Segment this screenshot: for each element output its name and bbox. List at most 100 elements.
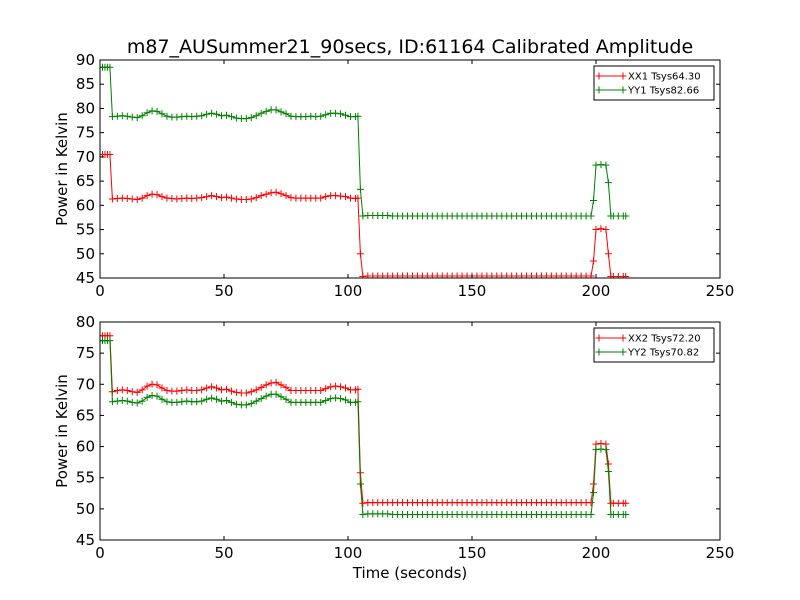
legend: XX2 Tsys72.20 YY2 Tsys70.82	[593, 327, 715, 363]
data-point	[354, 194, 362, 202]
legend-label: YY2 Tsys70.82	[627, 348, 699, 359]
data-point	[213, 384, 221, 392]
data-point	[148, 380, 156, 388]
x-tick-label: 200	[582, 282, 611, 300]
y-tick-label: 55	[76, 469, 95, 487]
data-point	[242, 389, 250, 397]
data-point	[148, 391, 156, 399]
data-point	[282, 192, 290, 200]
data-point	[123, 387, 131, 395]
x-tick-label: 250	[706, 544, 735, 562]
data-point	[153, 107, 161, 115]
x-tick-label: 150	[458, 282, 487, 300]
data-point	[604, 179, 612, 187]
data-point	[163, 112, 171, 120]
data-point	[106, 337, 114, 345]
data-point	[128, 388, 136, 396]
data-point	[354, 398, 362, 406]
data-point	[133, 399, 141, 407]
data-point	[272, 106, 280, 114]
y-tick-label: 60	[76, 196, 95, 214]
x-axis-label: Time (seconds)	[352, 564, 468, 582]
data-point	[213, 110, 221, 118]
y-tick-label: 45	[76, 531, 95, 549]
bottom-panel: 0 50 100 150 200 250 45 50 55 60 65 70 75 80 Power in …	[53, 313, 734, 562]
legend-entry: YY2 Tsys70.82	[595, 348, 699, 359]
data-point	[356, 185, 364, 193]
data-point	[227, 194, 235, 202]
data-point	[252, 112, 260, 120]
data-point	[203, 193, 211, 201]
data-point	[242, 115, 250, 123]
data-point	[232, 400, 240, 408]
data-point	[327, 395, 335, 403]
data-point	[590, 196, 598, 204]
data-point	[247, 114, 255, 122]
legend-entry: XX1 Tsys64.30	[595, 72, 701, 83]
legend-label: YY1 Tsys82.66	[627, 86, 699, 97]
data-point	[227, 387, 235, 395]
data-point	[193, 398, 201, 406]
y-tick-label: 80	[76, 313, 95, 331]
data-point	[337, 395, 345, 403]
data-point	[208, 394, 216, 402]
series-2	[100, 63, 630, 220]
data-point	[277, 393, 285, 401]
data-point	[590, 257, 598, 265]
data-point	[587, 510, 595, 518]
y-axis-label: Power in Kelvin	[53, 112, 71, 226]
data-point	[222, 385, 230, 393]
data-point	[242, 401, 250, 409]
data-point	[106, 63, 114, 71]
data-point	[277, 190, 285, 198]
plot-area	[100, 332, 630, 518]
legend: XX1 Tsys64.30 YY1 Tsys82.66	[593, 65, 715, 101]
data-point	[222, 193, 230, 201]
data-point	[143, 382, 151, 390]
data-point	[222, 111, 230, 119]
data-point	[602, 226, 610, 234]
data-point	[203, 395, 211, 403]
data-point	[143, 109, 151, 117]
x-tick-label: 50	[214, 282, 233, 300]
y-tick-label: 60	[76, 438, 95, 456]
data-point	[384, 510, 392, 518]
data-point	[604, 250, 612, 258]
data-point	[247, 388, 255, 396]
data-point	[322, 396, 330, 404]
data-point	[354, 112, 362, 120]
data-point	[622, 510, 630, 518]
data-point	[356, 250, 364, 258]
data-point	[198, 112, 206, 120]
chart-title: m87_AUSummer21_90secs, ID:61164 Calibrat…	[127, 36, 693, 58]
data-point	[592, 446, 600, 454]
data-point	[178, 387, 186, 395]
data-point	[143, 393, 151, 401]
data-point	[622, 499, 630, 507]
data-point	[342, 396, 350, 404]
data-point	[193, 387, 201, 395]
data-point	[143, 192, 151, 200]
data-point	[163, 387, 171, 395]
data-point	[133, 114, 141, 122]
data-point	[277, 381, 285, 389]
data-point	[118, 396, 126, 404]
legend-marker	[595, 86, 603, 94]
data-point	[282, 110, 290, 118]
data-point	[337, 383, 345, 391]
data-point	[252, 194, 260, 202]
x-tick-label: 50	[214, 544, 233, 562]
data-point	[317, 387, 325, 395]
data-point	[138, 194, 146, 202]
legend-marker	[619, 348, 627, 356]
legend-marker	[595, 72, 603, 80]
data-point	[203, 110, 211, 118]
plot-area	[100, 63, 630, 278]
data-point	[252, 386, 260, 394]
data-point	[337, 110, 345, 118]
data-point	[342, 193, 350, 201]
data-point	[332, 394, 340, 402]
y-tick-label: 50	[76, 500, 95, 518]
data-point	[587, 272, 595, 278]
